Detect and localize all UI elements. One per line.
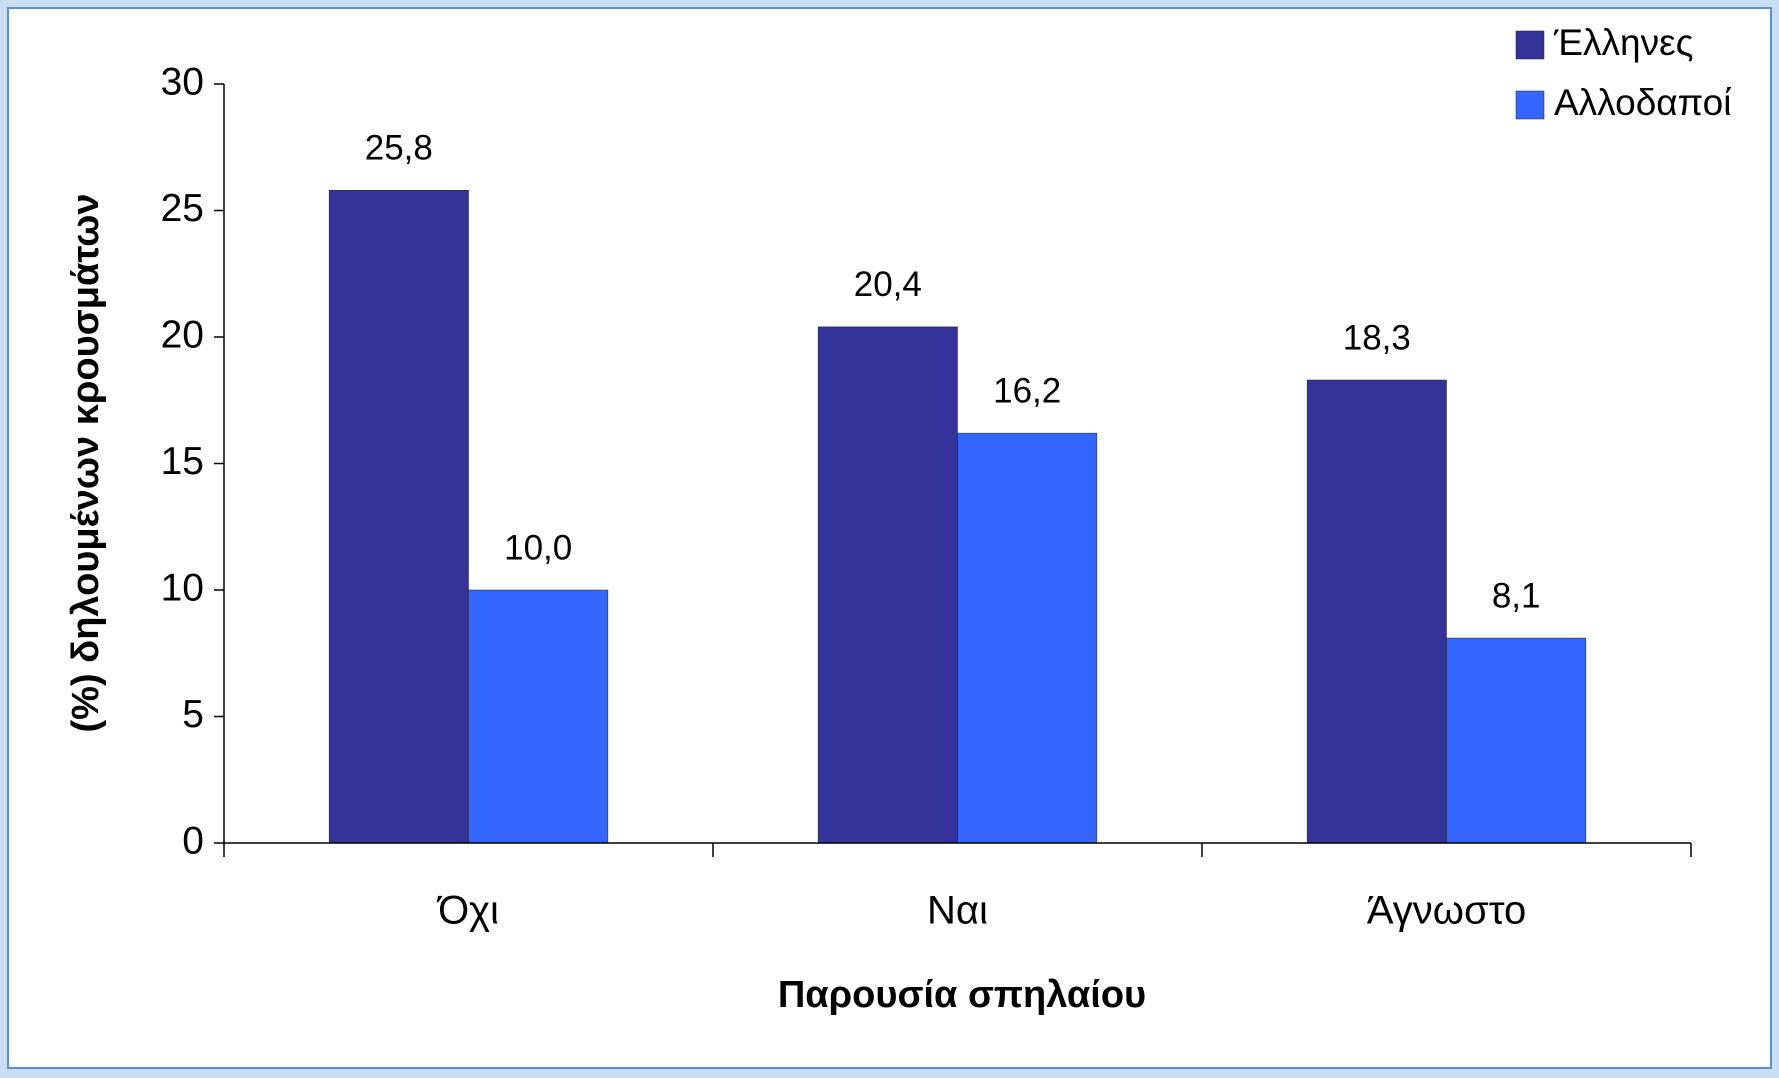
y-tick-label: 10 (161, 566, 204, 609)
value-label: 18,3 (1343, 318, 1411, 357)
x-tick-label: Άγνωστο (1367, 889, 1526, 933)
value-label: 20,4 (854, 265, 922, 304)
x-axis-label: Παρουσία σπηλαίου (778, 974, 1146, 1016)
y-tick-label: 0 (182, 819, 204, 862)
y-tick-label: 20 (161, 313, 204, 356)
y-tick-label: 15 (161, 440, 204, 483)
legend-swatch (1515, 30, 1545, 60)
bar (1446, 637, 1587, 844)
value-label: 10,0 (504, 528, 572, 567)
legend-label: Αλλοδαποί (1554, 82, 1731, 123)
value-label: 16,2 (993, 371, 1061, 410)
x-tick-label: Όχι (436, 889, 499, 933)
legend-label: Έλληνες (1553, 22, 1693, 63)
bar (957, 432, 1098, 844)
legend-swatch (1515, 90, 1545, 120)
y-tick-label: 5 (182, 693, 204, 736)
value-label: 25,8 (365, 129, 433, 168)
value-label: 8,1 (1492, 576, 1541, 615)
bar (817, 326, 958, 844)
y-tick-label: 25 (161, 187, 204, 230)
y-tick-label: 30 (161, 60, 204, 103)
x-tick-label: Ναι (927, 889, 988, 933)
bar (328, 190, 469, 844)
bar (1306, 379, 1447, 844)
y-axis-label: (%) δηλουμένων κρουσμάτων (65, 194, 107, 733)
bar (468, 589, 609, 844)
